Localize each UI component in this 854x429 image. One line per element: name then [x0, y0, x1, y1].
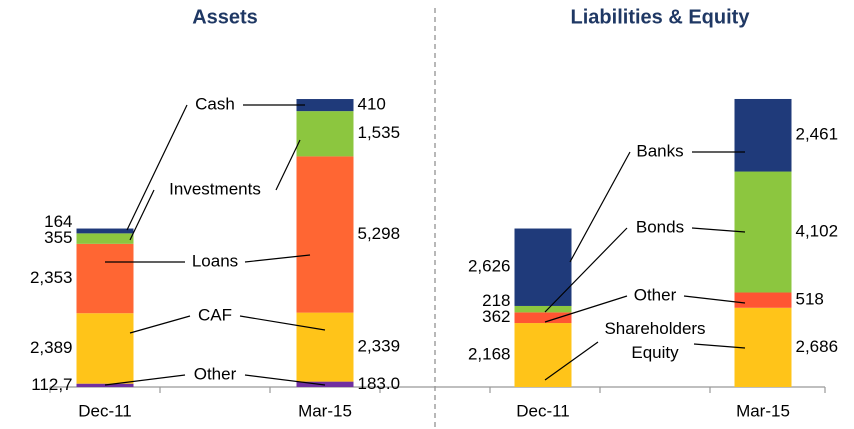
bar-segment: [76, 228, 134, 234]
value-label: 112,7: [31, 375, 72, 394]
value-label: 355: [44, 228, 72, 247]
legend-label: Investments: [169, 179, 261, 198]
bar-segment: [296, 312, 354, 382]
leader-line: [244, 254, 311, 263]
legend-label: Bonds: [636, 217, 684, 236]
value-label: 183.0: [358, 374, 401, 393]
value-label: 2,353: [30, 268, 73, 287]
legend-label: Loans: [192, 251, 238, 270]
legend-label: Shareholders Equity: [604, 319, 705, 362]
bar-segment: [514, 312, 572, 324]
bar-segment: [76, 243, 134, 314]
value-label: 218: [482, 291, 510, 310]
bar-segment: [514, 305, 572, 313]
bar-segment: [296, 156, 354, 313]
value-label: 2,686: [796, 337, 839, 356]
x-tick-label: Dec-11: [78, 401, 132, 420]
value-label: 362: [482, 307, 510, 326]
bar-segment: [76, 383, 134, 387]
leader-line: [544, 295, 628, 323]
value-label: 164: [44, 212, 72, 231]
leader-line: [544, 227, 628, 313]
value-label: 1,535: [358, 123, 401, 142]
x-axis: [49, 386, 826, 393]
chart-title: Assets: [192, 6, 258, 28]
leader-line: [126, 104, 188, 231]
leader-line: [104, 374, 186, 386]
value-label: 410: [358, 95, 386, 114]
value-label: 2,389: [30, 338, 73, 357]
bar-segment: [734, 98, 792, 172]
bar-segment: [734, 292, 792, 308]
bar-segment: [296, 99, 354, 112]
value-label: 2,461: [796, 125, 839, 144]
bar-segment: [296, 381, 354, 387]
chart-title: Liabilities & Equity: [571, 6, 751, 28]
legend-label: Cash: [195, 94, 235, 113]
bar-segment: [76, 313, 134, 384]
legend-label: CAF: [198, 305, 232, 324]
legend-label: Other: [634, 285, 677, 304]
leader-line: [683, 295, 746, 304]
value-label: 2,339: [358, 337, 401, 356]
x-tick-label: Dec-11: [516, 401, 570, 420]
value-label: 4,102: [796, 222, 839, 241]
legend-label: Banks: [636, 141, 683, 160]
value-label: 2,626: [468, 257, 511, 276]
bar-segment: [514, 323, 572, 387]
leader-line: [569, 151, 631, 263]
x-tick-label: Mar-15: [298, 401, 352, 420]
legend-label: Other: [194, 364, 237, 383]
leader-line: [244, 374, 326, 386]
leader-line: [129, 189, 155, 241]
value-label: 2,168: [468, 345, 511, 364]
leader-line: [239, 315, 326, 331]
leader-line: [693, 343, 746, 349]
value-label: 5,298: [358, 224, 401, 243]
leader-line: [275, 139, 301, 191]
value-label: 518: [796, 290, 824, 309]
x-tick-label: Mar-15: [736, 401, 790, 420]
leader-line: [691, 227, 746, 233]
bar-segment: [514, 228, 572, 306]
leader-line: [129, 315, 191, 334]
bar-segment: [296, 111, 354, 157]
bar-segment: [76, 233, 134, 244]
leader-line: [544, 341, 599, 381]
